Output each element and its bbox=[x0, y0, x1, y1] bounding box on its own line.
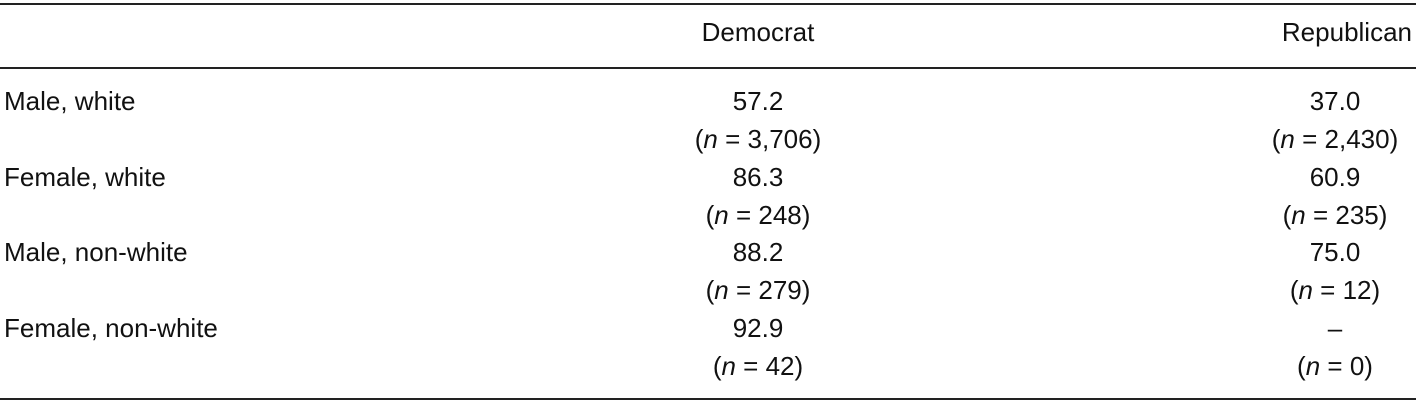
cell-count: (n = 42) bbox=[712, 350, 804, 381]
cell-count: (n = 0) bbox=[1297, 350, 1373, 381]
row-label: Female, white bbox=[4, 161, 166, 192]
cell-count: (n = 235) bbox=[1282, 199, 1388, 230]
cell-value: 37.0 bbox=[1309, 86, 1361, 116]
cell-value: 60.9 bbox=[1309, 161, 1361, 192]
row-label: Male, non-white bbox=[4, 237, 188, 267]
top-rule bbox=[0, 3, 1416, 5]
cell-value: 86.3 bbox=[732, 161, 784, 192]
cell-value: 57.2 bbox=[732, 86, 784, 116]
cell-count: (n = 12) bbox=[1289, 275, 1381, 305]
row-label: Male, white bbox=[4, 86, 136, 116]
cell-value: 88.2 bbox=[732, 237, 784, 267]
row-label: Female, non-white bbox=[4, 312, 218, 343]
cell-count: (n = 2,430) bbox=[1271, 124, 1399, 154]
header-rule bbox=[0, 67, 1416, 69]
cell-count: (n = 3,706) bbox=[694, 124, 822, 154]
cell-value: 92.9 bbox=[732, 312, 784, 343]
cell-value: – bbox=[1327, 312, 1343, 343]
cell-count: (n = 279) bbox=[705, 275, 811, 305]
bottom-rule bbox=[0, 398, 1416, 400]
cell-value: 75.0 bbox=[1309, 237, 1361, 267]
column-header: Republican bbox=[1281, 17, 1412, 47]
column-header: Democrat bbox=[701, 17, 815, 47]
cell-count: (n = 248) bbox=[705, 199, 811, 230]
